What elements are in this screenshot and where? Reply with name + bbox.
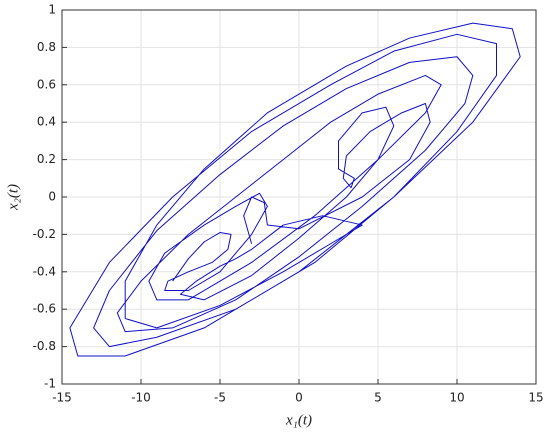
y-tick-label: 0.8 (37, 40, 56, 54)
x-tick-label: -15 (52, 391, 72, 405)
x-tick-label: 15 (528, 391, 543, 405)
x-tick-label: -10 (131, 391, 151, 405)
y-tick-label: -1 (44, 377, 56, 391)
y-tick-label: -0.6 (33, 302, 56, 316)
y-tick-label: 0 (48, 190, 56, 204)
x-tick-label: 10 (449, 391, 464, 405)
y-tick-label: 0.4 (37, 115, 56, 129)
y-tick-label: -0.8 (33, 339, 56, 353)
x-axis-label: x₁(t) (285, 412, 312, 428)
y-tick-label: -0.4 (33, 264, 56, 278)
y-tick-label: -0.2 (33, 227, 56, 241)
plot-frame (61, 9, 537, 385)
y-tick-label: 0.6 (37, 77, 56, 91)
y-axis-label: x₂(t) (5, 184, 21, 211)
x-tick-label: 0 (295, 391, 303, 405)
trajectory (69, 22, 521, 357)
y-tick-label: 1 (48, 3, 56, 17)
x-tick-label: -5 (214, 391, 226, 405)
y-tick-label: 0.2 (37, 152, 56, 166)
x-tick-label: 5 (374, 391, 382, 405)
